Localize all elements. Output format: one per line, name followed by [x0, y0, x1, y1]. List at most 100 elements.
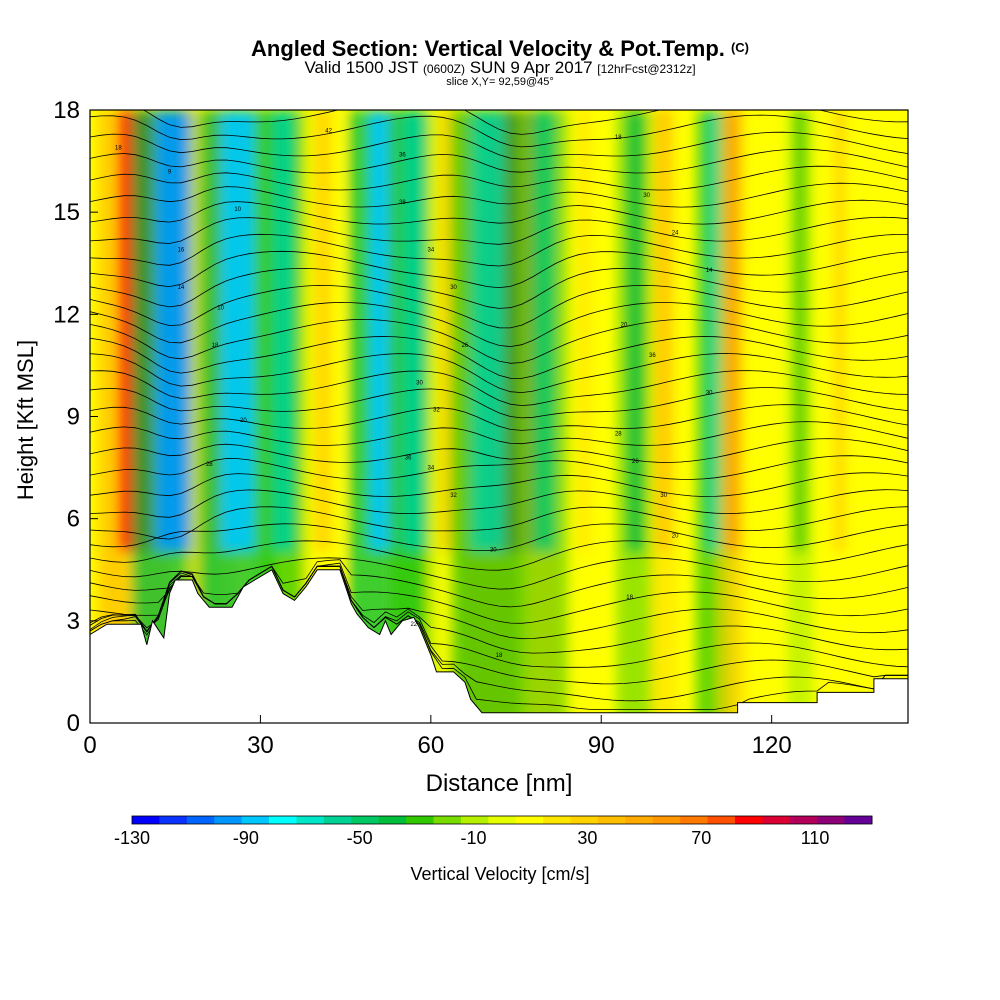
contour-label: 30 [490, 547, 497, 553]
velocity-band [658, 110, 670, 552]
contour-label: 28 [615, 432, 622, 438]
colorbar-tick-label: -90 [233, 828, 259, 848]
chart-title: Angled Section: Vertical Velocity & Pot.… [251, 36, 749, 61]
chart-subtitle: Valid 1500 JST (0600Z) SUN 9 Apr 2017 [1… [304, 58, 696, 77]
velocity-band [726, 110, 738, 552]
colorbar: -130 -90 -50 -10 30 70 110 [114, 815, 873, 848]
velocity-band [271, 110, 295, 552]
isentrope-line [90, 199, 908, 225]
isentrope-line [90, 506, 908, 540]
contour-label: 18 [115, 145, 122, 151]
contour-label: 14 [706, 268, 713, 274]
contour-label: 36 [399, 152, 406, 158]
velocity-band [402, 110, 426, 552]
colorbar-tick-label: 30 [577, 828, 597, 848]
contour-label: 30 [660, 493, 667, 499]
colorbar-swatch [269, 816, 297, 824]
isentrope-line [90, 148, 908, 174]
colorbar-swatch [433, 816, 462, 824]
isentrope-line [90, 114, 908, 148]
isentrope-line [90, 233, 908, 267]
x-tick-label: 30 [247, 732, 274, 759]
x-tick-label: 120 [752, 732, 792, 759]
colorbar-swatch [762, 816, 791, 824]
isentrope-line [90, 267, 908, 309]
isentrope-line [90, 557, 908, 590]
slice-label: slice X,Y= 92,59@45° [446, 76, 554, 88]
isentrope-line [90, 336, 908, 379]
colorbar-swatch [625, 816, 654, 824]
isentrope-line [90, 540, 908, 571]
colorbar-swatch [460, 816, 489, 824]
y-axis-label: Height [Kft MSL] [13, 340, 38, 500]
contour-label: 20 [240, 418, 247, 424]
contour-label: 20 [672, 534, 679, 540]
contour-label: 34 [427, 466, 434, 472]
isentrope-line [90, 455, 908, 480]
x-axis: 0 30 60 90 120 [83, 715, 792, 759]
x-tick-label: 0 [83, 732, 96, 759]
colorbar-swatch [543, 816, 572, 824]
velocity-band [706, 110, 724, 552]
colorbar-tick-label: 70 [691, 828, 711, 848]
velocity-band [533, 110, 556, 552]
colorbar-swatch [132, 816, 160, 824]
colorbar-swatch [680, 816, 709, 824]
y-tick-label: 3 [67, 608, 80, 635]
colorbar-swatch [844, 816, 873, 824]
title-tag: (C) [730, 40, 749, 55]
colorbar-swatch [570, 816, 599, 824]
contour-label: 38 [399, 200, 406, 206]
isentrope-line [90, 353, 908, 394]
contour-label: 24 [672, 231, 679, 237]
velocity-band [834, 110, 846, 552]
colorbar-swatch [734, 816, 763, 824]
contour-label: 28 [206, 462, 213, 468]
colorbar-swatch [406, 816, 434, 824]
colorbar-swatch [378, 816, 407, 824]
isentrope-line [90, 559, 908, 608]
isentrope-line [90, 182, 908, 208]
colorbar-frame [131, 815, 873, 825]
colorbar-swatch [652, 816, 681, 824]
velocity-band [220, 110, 255, 552]
contour-label: 18 [626, 595, 633, 601]
contour-label: 30 [450, 285, 457, 291]
terrain [89, 569, 909, 724]
x-axis-label: Distance [nm] [426, 770, 573, 797]
contour-label: 30 [643, 193, 650, 199]
colorbar-swatch [241, 816, 270, 824]
contour-label: 36 [405, 455, 412, 461]
velocity-band [626, 110, 644, 552]
isentrope-line [90, 523, 908, 551]
y-tick-label: 6 [67, 506, 80, 533]
isentrope-line [90, 370, 908, 407]
contour-label: 9 [168, 169, 172, 175]
x-tick-label: 60 [417, 732, 444, 759]
colorbar-swatch [515, 816, 544, 824]
forecast-tag: [12hrFcst@2312z] [597, 62, 696, 76]
contour-label: 18 [496, 653, 503, 659]
isentrope-line [142, 110, 908, 135]
y-tick-label: 15 [53, 199, 80, 226]
contour-label: 14 [178, 285, 185, 291]
contour-label: 32 [433, 408, 440, 414]
isentrope-line [90, 284, 908, 329]
colorbar-swatch [323, 816, 352, 824]
y-tick-label: 18 [53, 97, 80, 124]
contour-label: 10 [234, 207, 241, 213]
isentrope-line [90, 387, 908, 419]
y-tick-label: 12 [53, 301, 80, 328]
colorbar-swatch [351, 816, 380, 824]
isentrope-line [90, 489, 908, 518]
contour-label: 36 [649, 353, 656, 359]
colorbar-swatch [817, 816, 846, 824]
velocity-band [794, 110, 806, 552]
isentrope-line [90, 131, 908, 160]
potential-temperature-contours [90, 110, 908, 710]
contour-label: 26 [632, 459, 639, 465]
y-tick-label: 0 [67, 710, 80, 737]
contour-label: 42 [325, 128, 332, 134]
colorbar-tick-label: -10 [461, 828, 487, 848]
